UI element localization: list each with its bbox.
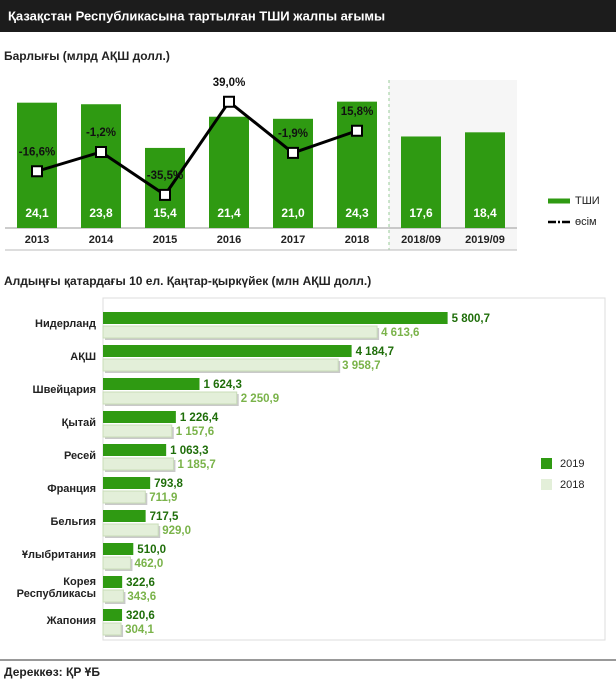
growth-marker	[287, 146, 299, 159]
source: Дереккөз: ҚР ҰБ	[4, 665, 100, 679]
bar	[103, 477, 151, 489]
growth-label: -1,2%	[86, 127, 116, 139]
data-label: 17,6	[409, 206, 433, 220]
data-label: 3 958,7	[342, 360, 380, 372]
bar	[81, 104, 121, 228]
bar	[102, 523, 159, 537]
data-label: 1 624,3	[203, 379, 241, 391]
data-label: 1 063,3	[170, 445, 208, 457]
growth-label: -16,6%	[19, 146, 55, 158]
data-label: 793,8	[154, 478, 183, 490]
data-label: 4 613,6	[381, 327, 419, 339]
y-tick-label: Жапония	[46, 615, 96, 627]
y-tick-label: Қытай	[61, 417, 96, 429]
legend-label: 2019	[560, 458, 584, 470]
x-tick-label: 2014	[89, 234, 114, 246]
growth-marker	[159, 188, 171, 201]
data-label: 4 184,7	[356, 346, 394, 358]
bar	[102, 490, 146, 504]
bar	[401, 136, 441, 228]
legend-label: өсім	[575, 216, 597, 228]
bar	[102, 424, 173, 438]
bar	[273, 118, 313, 228]
bar	[102, 391, 238, 405]
legend-swatch	[541, 458, 552, 469]
bar	[103, 444, 167, 456]
growth-line	[36, 99, 358, 197]
y-tick-label: АҚШ	[70, 351, 96, 363]
data-label: 1 157,6	[176, 426, 214, 438]
bar	[102, 556, 131, 570]
data-label: 462,0	[134, 558, 163, 570]
bar	[103, 510, 146, 522]
data-label: 711,9	[149, 492, 177, 504]
bar	[102, 457, 174, 471]
data-label: 322,6	[126, 577, 155, 589]
growth-label: -35,5%	[147, 170, 183, 182]
data-label: 21,4	[217, 206, 241, 220]
x-tick-label: 2018/09	[401, 234, 441, 246]
data-label: 5 800,7	[452, 313, 490, 325]
x-tick-label: 2018	[345, 234, 369, 246]
data-label: 304,1	[125, 624, 154, 636]
bar	[103, 543, 134, 555]
bar	[102, 358, 339, 372]
legend-label: 2018	[560, 479, 584, 491]
data-label: 2 250,9	[241, 393, 279, 405]
x-tick-label: 2017	[281, 234, 305, 246]
bar	[103, 312, 448, 324]
bar	[103, 609, 123, 621]
legend-label: ТШИ	[575, 195, 600, 207]
bar	[102, 622, 122, 636]
bar	[102, 589, 124, 603]
growth-label: 15,8%	[341, 106, 374, 118]
bar	[145, 147, 185, 228]
y-tick-label: Бельгия	[50, 516, 96, 528]
bar	[209, 116, 249, 228]
bar	[103, 345, 352, 357]
bar	[103, 378, 200, 390]
y-tick-label: Франция	[47, 483, 96, 495]
data-label: 1 185,7	[177, 459, 215, 471]
y-tick-label: Швейцария	[32, 384, 96, 396]
header-title: Қазақстан Республикасына тартылған ТШИ ж…	[8, 8, 385, 23]
growth-label: 39,0%	[213, 77, 246, 89]
data-label: 510,0	[137, 544, 166, 556]
x-tick-label: 2015	[153, 234, 177, 246]
chart-title: Барлығы (млрд АҚШ долл.)	[4, 49, 170, 63]
data-label: 18,4	[473, 206, 497, 220]
x-tick-label: 2013	[25, 234, 49, 246]
bar	[103, 411, 176, 423]
growth-label: -1,9%	[278, 128, 308, 140]
bar	[102, 325, 378, 339]
growth-marker	[95, 146, 107, 158]
data-label: 343,6	[127, 591, 156, 603]
x-tick-label: 2016	[217, 234, 241, 246]
growth-marker	[31, 165, 43, 178]
x-tick-label: 2019/09	[465, 234, 505, 246]
bar	[337, 101, 377, 228]
growth-marker	[223, 95, 235, 108]
bar	[465, 132, 505, 228]
data-label: 21,0	[281, 206, 305, 220]
data-label: 15,4	[153, 206, 177, 220]
chart-title: Алдыңғы қатардағы 10 ел. Қаңтар-қыркүйек…	[4, 274, 371, 288]
data-label: 24,3	[345, 206, 369, 220]
growth-marker	[351, 124, 363, 137]
data-label: 1 226,4	[180, 412, 219, 424]
legend-swatch	[541, 479, 552, 490]
header-bar	[0, 0, 616, 32]
y-tick-label: Ұлыбритания	[21, 549, 96, 561]
bar	[103, 576, 123, 588]
data-label: 717,5	[150, 511, 179, 523]
y-tick-label: Нидерланд	[35, 318, 96, 330]
y-tick-label: Ресей	[63, 450, 96, 462]
y-tick-label: Корея Республикасы	[16, 576, 96, 600]
data-label: 929,0	[162, 525, 191, 537]
data-label: 320,6	[126, 610, 155, 622]
data-label: 24,1	[25, 206, 49, 220]
data-label: 23,8	[89, 206, 113, 220]
